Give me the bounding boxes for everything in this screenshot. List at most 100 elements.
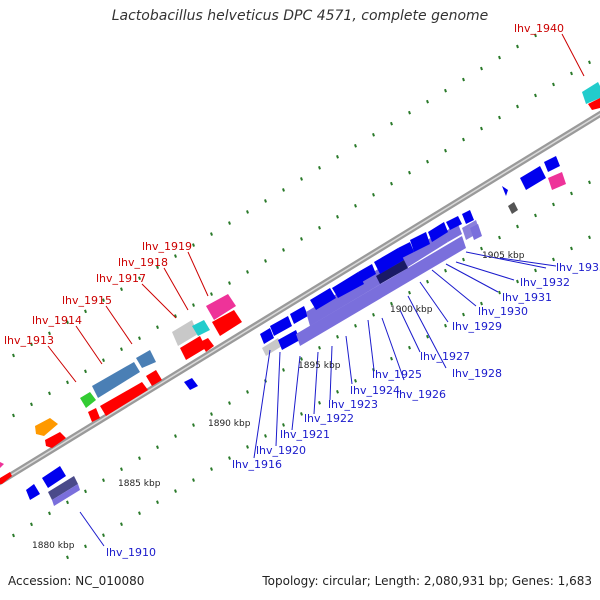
gene-label-lhv-1914[interactable]: lhv_1914 [32, 314, 82, 327]
gene-block[interactable] [290, 306, 308, 324]
gc-tick [588, 60, 591, 65]
gene-label-lhv-1913[interactable]: lhv_1913 [4, 334, 54, 347]
gene-block[interactable] [206, 294, 236, 320]
gene-label-lhv-1923[interactable]: lhv_1923 [328, 398, 378, 411]
forward-strand-genes [0, 82, 600, 484]
gene-block[interactable] [0, 462, 4, 468]
gene-label-lhv-1929[interactable]: lhv_1929 [452, 320, 502, 333]
gene-block[interactable] [544, 156, 560, 172]
page-title: Lactobacillus helveticus DPC 4571, compl… [111, 8, 489, 24]
gene-block[interactable] [548, 172, 566, 190]
gc-tick [426, 159, 429, 164]
gene-label-lhv-1927[interactable]: lhv_1927 [420, 350, 470, 363]
gene-block[interactable] [180, 336, 206, 360]
gene-block[interactable] [470, 224, 482, 240]
gene-block[interactable] [332, 272, 364, 298]
gene-block[interactable] [260, 328, 274, 344]
gc-tick [138, 511, 141, 515]
gene-label-lhv-1921[interactable]: lhv_1921 [280, 428, 330, 441]
gc-tick [102, 298, 105, 303]
gene-block[interactable] [374, 248, 404, 274]
gc-tick [390, 356, 393, 361]
gc-tick [480, 66, 483, 71]
gene-block[interactable] [200, 338, 214, 352]
gene-block[interactable] [48, 476, 78, 500]
gc-tick [336, 390, 339, 394]
gc-tick [300, 237, 303, 241]
gc-tick [12, 413, 15, 418]
gc-tick [588, 235, 591, 240]
gene-block[interactable] [42, 466, 66, 488]
gene-block[interactable] [262, 338, 282, 356]
gene-block[interactable] [520, 166, 546, 190]
gene-label-lhv-1910[interactable]: lhv_1910 [106, 546, 156, 559]
gene-block[interactable] [192, 320, 210, 336]
gene-block[interactable] [410, 232, 430, 252]
gene-block[interactable] [310, 288, 336, 310]
gene-label-lhv-1928[interactable]: lhv_1928 [452, 367, 502, 380]
gene-label-lhv-1919[interactable]: lhv_1919 [142, 240, 192, 253]
gene-label-lhv-1924[interactable]: lhv_1924 [350, 384, 400, 397]
gene-block[interactable] [88, 408, 100, 422]
gc-tick [336, 335, 339, 339]
gene-label-lhv-1925[interactable]: lhv_1925 [372, 368, 422, 381]
gene-block[interactable] [446, 216, 462, 230]
gene-block[interactable] [582, 82, 600, 104]
gene-block[interactable] [398, 242, 414, 258]
gc-tick [282, 248, 285, 252]
gene-block[interactable] [502, 186, 508, 196]
gc-tick [408, 110, 411, 115]
gc-tick [372, 192, 375, 197]
gc-tick [12, 533, 15, 538]
gene-block[interactable] [358, 264, 376, 282]
gc-tick [318, 401, 321, 405]
gene-block[interactable] [184, 378, 198, 390]
gene-block[interactable] [306, 268, 384, 326]
gene-label-lhv-1930[interactable]: lhv_1930 [478, 305, 528, 318]
gene-block[interactable] [278, 330, 300, 350]
gene-block[interactable] [35, 418, 58, 436]
gc-tick [516, 104, 519, 109]
gc-tick [444, 148, 447, 153]
gene-label-lhv-1940[interactable]: lhv_1940 [514, 22, 564, 35]
gene-block[interactable] [270, 316, 292, 336]
gene-block[interactable] [296, 236, 466, 346]
gene-label-lhv-1932[interactable]: lhv_1932 [520, 276, 570, 289]
gene-label-lhv-1915[interactable]: lhv_1915 [62, 294, 112, 307]
gene-block[interactable] [136, 350, 156, 368]
gene-label-lhv-1922[interactable]: lhv_1922 [304, 412, 354, 425]
gene-block[interactable] [146, 370, 162, 386]
gene-block[interactable] [444, 224, 462, 242]
gene-label-lhv-1916[interactable]: lhv_1916 [232, 458, 282, 471]
gc-tick [318, 226, 321, 230]
gene-label-lhv-1917[interactable]: lhv_1917 [96, 272, 146, 285]
gene-block[interactable] [100, 382, 148, 416]
gene-block[interactable] [80, 392, 96, 408]
gene-label-lhv-1933[interactable]: lhv_1933 [556, 261, 600, 274]
gene-block[interactable] [212, 310, 242, 336]
gene-label-lhv-1920[interactable]: lhv_1920 [256, 444, 306, 457]
gene-label-lhv-1931[interactable]: lhv_1931 [502, 291, 552, 304]
gc-tick [390, 181, 393, 186]
forward-labels: lhv_1913 lhv_1914 lhv_1915 lhv_1917 lhv_… [4, 22, 564, 347]
gene-block[interactable] [376, 260, 408, 284]
gene-label-lhv-1918[interactable]: lhv_1918 [118, 256, 168, 269]
gc-tick [462, 257, 465, 262]
gene-block[interactable] [45, 432, 66, 448]
gene-block[interactable] [92, 362, 140, 398]
gene-block[interactable] [428, 222, 448, 242]
gene-block[interactable] [462, 210, 474, 224]
gc-tick [84, 369, 87, 374]
gc-tick [66, 320, 69, 325]
gc-tick [210, 232, 213, 236]
gene-block[interactable] [0, 472, 12, 484]
gene-block[interactable] [52, 484, 80, 506]
gene-block[interactable] [508, 202, 518, 214]
gene-block[interactable] [172, 320, 198, 346]
gc-tick [84, 309, 87, 314]
gene-block[interactable] [26, 484, 40, 500]
gc-tick [462, 77, 465, 82]
gene-label-lhv-1926[interactable]: lhv_1926 [396, 388, 446, 401]
gene-block[interactable] [588, 98, 600, 110]
gc-tick [534, 33, 537, 38]
